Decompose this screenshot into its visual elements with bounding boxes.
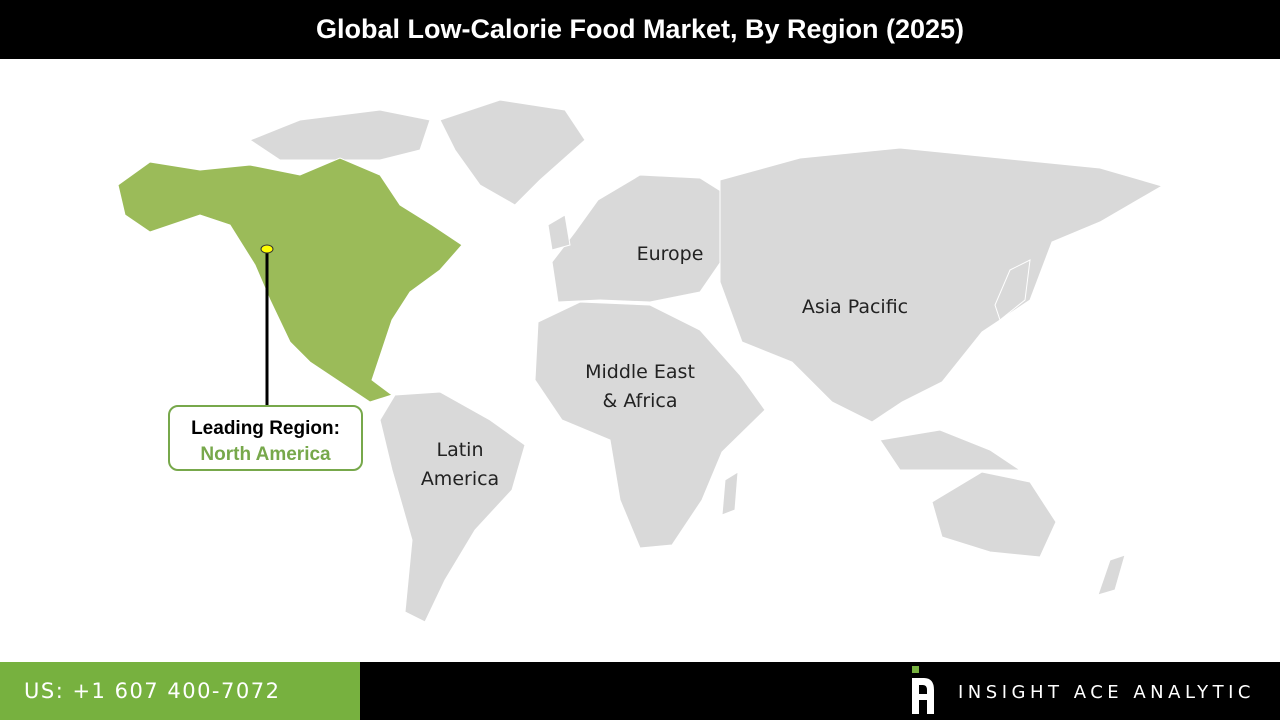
north-america-shape [117,157,463,403]
label-latam-line2: America [420,468,500,490]
location-marker [260,244,274,254]
label-latam-line1: Latin [436,439,484,461]
asia-pacific-shape [719,147,1164,423]
japan-shape [994,259,1031,321]
brand-name: INSIGHT ACE ANALYTIC [958,682,1255,703]
leading-region-callout: Leading Region: North America [168,405,363,471]
arctic-islands-shape [248,109,431,161]
madagascar-shape [721,471,739,516]
phone-number: US: +1 607 400-7072 [0,662,360,720]
uk-shape [547,214,571,251]
footer: US: +1 607 400-7072 INSIGHT ACE ANALYTIC [0,662,1280,720]
se-asia-islands-shape [879,429,1022,471]
callout-label: Leading Region: [191,418,340,439]
europe-shape [551,174,736,303]
label-mea-line2: & Africa [602,390,678,412]
label-middle-east-africa: Middle East & Africa [570,358,710,416]
greenland-shape [439,99,586,206]
world-map [117,99,1164,623]
insight-ace-logo-icon [912,666,934,714]
label-mea-line1: Middle East [585,361,695,383]
mea-shape [534,301,766,549]
new-zealand-shape [1097,554,1126,596]
australia-shape [931,471,1057,558]
label-europe: Europe [636,243,704,265]
label-latin-america: Latin America [410,436,510,494]
callout-value: North America [200,444,331,465]
latin-america-shape [379,391,526,623]
label-asia-pacific: Asia Pacific [801,296,909,318]
page-title: Global Low-Calorie Food Market, By Regio… [0,0,1280,59]
